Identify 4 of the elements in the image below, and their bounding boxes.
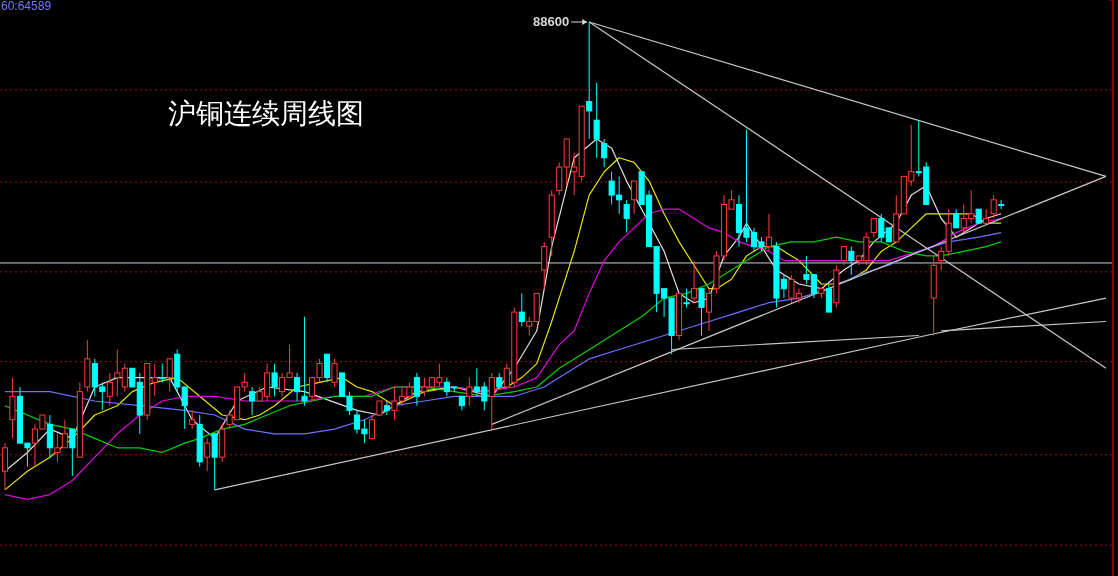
title: 沪铜连续周线图 bbox=[168, 98, 364, 129]
annotations[0]: 88600 bbox=[533, 14, 588, 29]
annotation: 88600 bbox=[533, 13, 570, 29]
annotations[1]: 60:64589 bbox=[1, 0, 52, 13]
